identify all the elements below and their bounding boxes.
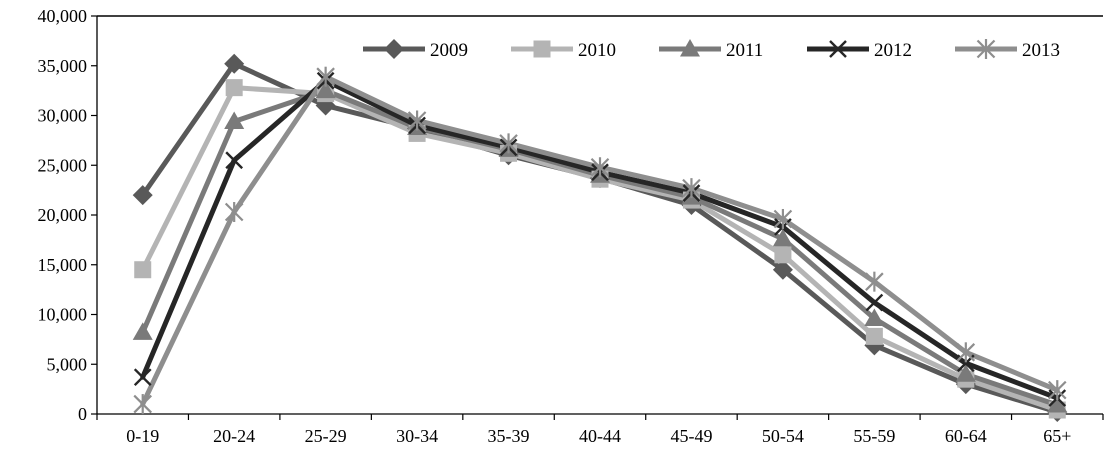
data-point-2013-40-44: [590, 157, 610, 178]
data-point-2011-65+: [1047, 395, 1068, 413]
data-point-2011-0-19: [132, 322, 153, 340]
legend-marker: [829, 40, 847, 58]
series-lines: [140, 61, 1060, 415]
legend-label: 2013: [1022, 40, 1060, 61]
legend-marker: [384, 39, 404, 59]
data-point-2013-45-49: [682, 178, 701, 199]
x-tick-label: 60-64: [945, 426, 987, 446]
legend-marker: [533, 40, 551, 58]
y-tick-label: 20,000: [38, 205, 88, 225]
legend-label: 2009: [430, 40, 468, 61]
data-point-2013-55-59: [865, 271, 884, 292]
series-line-2012: [140, 78, 1060, 401]
data-point-2013-50-54: [773, 208, 793, 229]
x-tick-label: 45-49: [670, 426, 712, 446]
y-tick-label: 35,000: [38, 56, 88, 76]
data-point-2011-55-59: [864, 308, 885, 326]
series-markers: [132, 53, 1068, 423]
data-point-2012-20-24: [225, 151, 244, 170]
data-point-2009-0-19: [132, 185, 153, 206]
chart-axes: 0 5,000 10,000 15,000 20,000 25,000 30,000 35,0…: [38, 6, 1104, 446]
data-point-2013-30-34: [407, 110, 427, 131]
legend-marker: [976, 39, 996, 59]
y-tick-label: 10,000: [38, 305, 88, 325]
data-point-2013-60-64: [956, 342, 976, 363]
data-point-2010-55-59: [865, 327, 883, 345]
data-point-2011-20-24: [224, 111, 245, 129]
data-point-2013-25-29: [316, 66, 335, 87]
legend-item-2011: 2011: [659, 39, 763, 61]
data-point-2012-0-19: [133, 368, 152, 387]
data-point-2013-35-39: [499, 133, 518, 154]
data-point-2010-50-54: [774, 246, 792, 264]
legend-item-2010: 2010: [511, 40, 616, 61]
data-point-2009-50-54: [772, 259, 793, 280]
legend-item-2013: 2013: [955, 39, 1060, 61]
x-tick-label: 0-19: [126, 426, 159, 446]
x-tick-label: 35-39: [488, 426, 530, 446]
legend-item-2009: 2009: [363, 39, 468, 61]
data-point-2011-25-29: [315, 80, 336, 99]
y-tick-label: 15,000: [38, 255, 88, 275]
y-tick-label: 25,000: [38, 155, 88, 175]
x-tick-label: 20-24: [213, 426, 255, 446]
y-tick-label: 40,000: [38, 6, 88, 26]
data-point-2010-0-19: [134, 261, 152, 279]
chart-legend: 2009 2010 2011 2012 2013: [363, 39, 1060, 61]
data-point-2011-50-54: [772, 228, 793, 247]
x-tick-label: 65+: [1043, 426, 1071, 446]
legend-label: 2010: [578, 40, 616, 61]
y-tick-label: 5,000: [47, 354, 88, 374]
x-tick-label: 30-34: [396, 426, 438, 446]
data-point-2012-55-59: [865, 293, 884, 312]
data-point-2010-20-24: [225, 79, 243, 97]
legend-label: 2011: [726, 40, 763, 61]
x-tick-label: 55-59: [853, 426, 895, 446]
legend-marker: [680, 39, 700, 57]
legend-label: 2012: [874, 40, 912, 61]
x-tick-label: 25-29: [305, 426, 347, 446]
legend-item-2012: 2012: [807, 40, 912, 61]
y-tick-label: 0: [78, 404, 87, 424]
series-line-2010: [140, 85, 1060, 413]
data-point-2011-60-64: [955, 364, 976, 382]
data-point-2013-65+: [1047, 380, 1067, 401]
series-line-2013: [140, 74, 1060, 407]
x-tick-label: 40-44: [579, 426, 621, 446]
x-tick-label: 50-54: [762, 426, 804, 446]
data-point-2009-20-24: [224, 53, 245, 74]
y-tick-label: 30,000: [38, 106, 88, 126]
data-point-2013-0-19: [133, 394, 153, 415]
data-point-2013-20-24: [224, 202, 244, 223]
